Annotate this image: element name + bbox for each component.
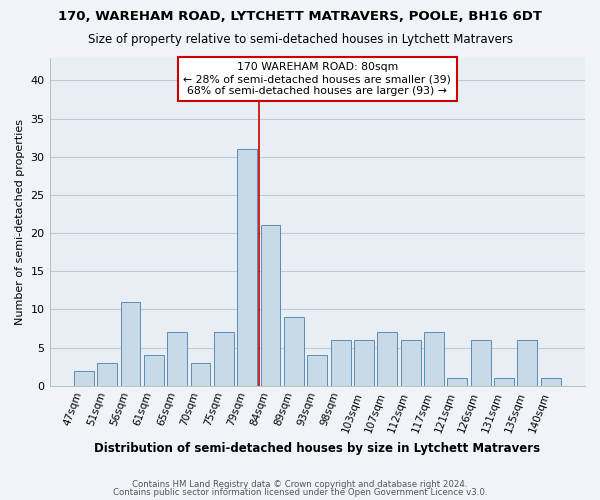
Bar <box>377 332 397 386</box>
Text: Contains public sector information licensed under the Open Government Licence v3: Contains public sector information licen… <box>113 488 487 497</box>
Bar <box>260 226 280 386</box>
Y-axis label: Number of semi-detached properties: Number of semi-detached properties <box>15 118 25 324</box>
Bar <box>401 340 421 386</box>
Bar <box>307 356 327 386</box>
Text: Contains HM Land Registry data © Crown copyright and database right 2024.: Contains HM Land Registry data © Crown c… <box>132 480 468 489</box>
Bar <box>144 356 164 386</box>
Text: Size of property relative to semi-detached houses in Lytchett Matravers: Size of property relative to semi-detach… <box>88 32 512 46</box>
Bar <box>284 317 304 386</box>
Bar <box>424 332 444 386</box>
Bar <box>541 378 560 386</box>
Bar <box>121 302 140 386</box>
Bar <box>331 340 350 386</box>
Bar <box>494 378 514 386</box>
Text: 170, WAREHAM ROAD, LYTCHETT MATRAVERS, POOLE, BH16 6DT: 170, WAREHAM ROAD, LYTCHETT MATRAVERS, P… <box>58 10 542 23</box>
Text: 170 WAREHAM ROAD: 80sqm
← 28% of semi-detached houses are smaller (39)
68% of se: 170 WAREHAM ROAD: 80sqm ← 28% of semi-de… <box>184 62 451 96</box>
Bar <box>448 378 467 386</box>
Bar <box>471 340 491 386</box>
Bar <box>238 149 257 386</box>
Bar <box>191 363 211 386</box>
Bar <box>74 370 94 386</box>
Bar <box>517 340 538 386</box>
Bar <box>167 332 187 386</box>
X-axis label: Distribution of semi-detached houses by size in Lytchett Matravers: Distribution of semi-detached houses by … <box>94 442 541 455</box>
Bar <box>97 363 117 386</box>
Bar <box>214 332 234 386</box>
Bar <box>354 340 374 386</box>
